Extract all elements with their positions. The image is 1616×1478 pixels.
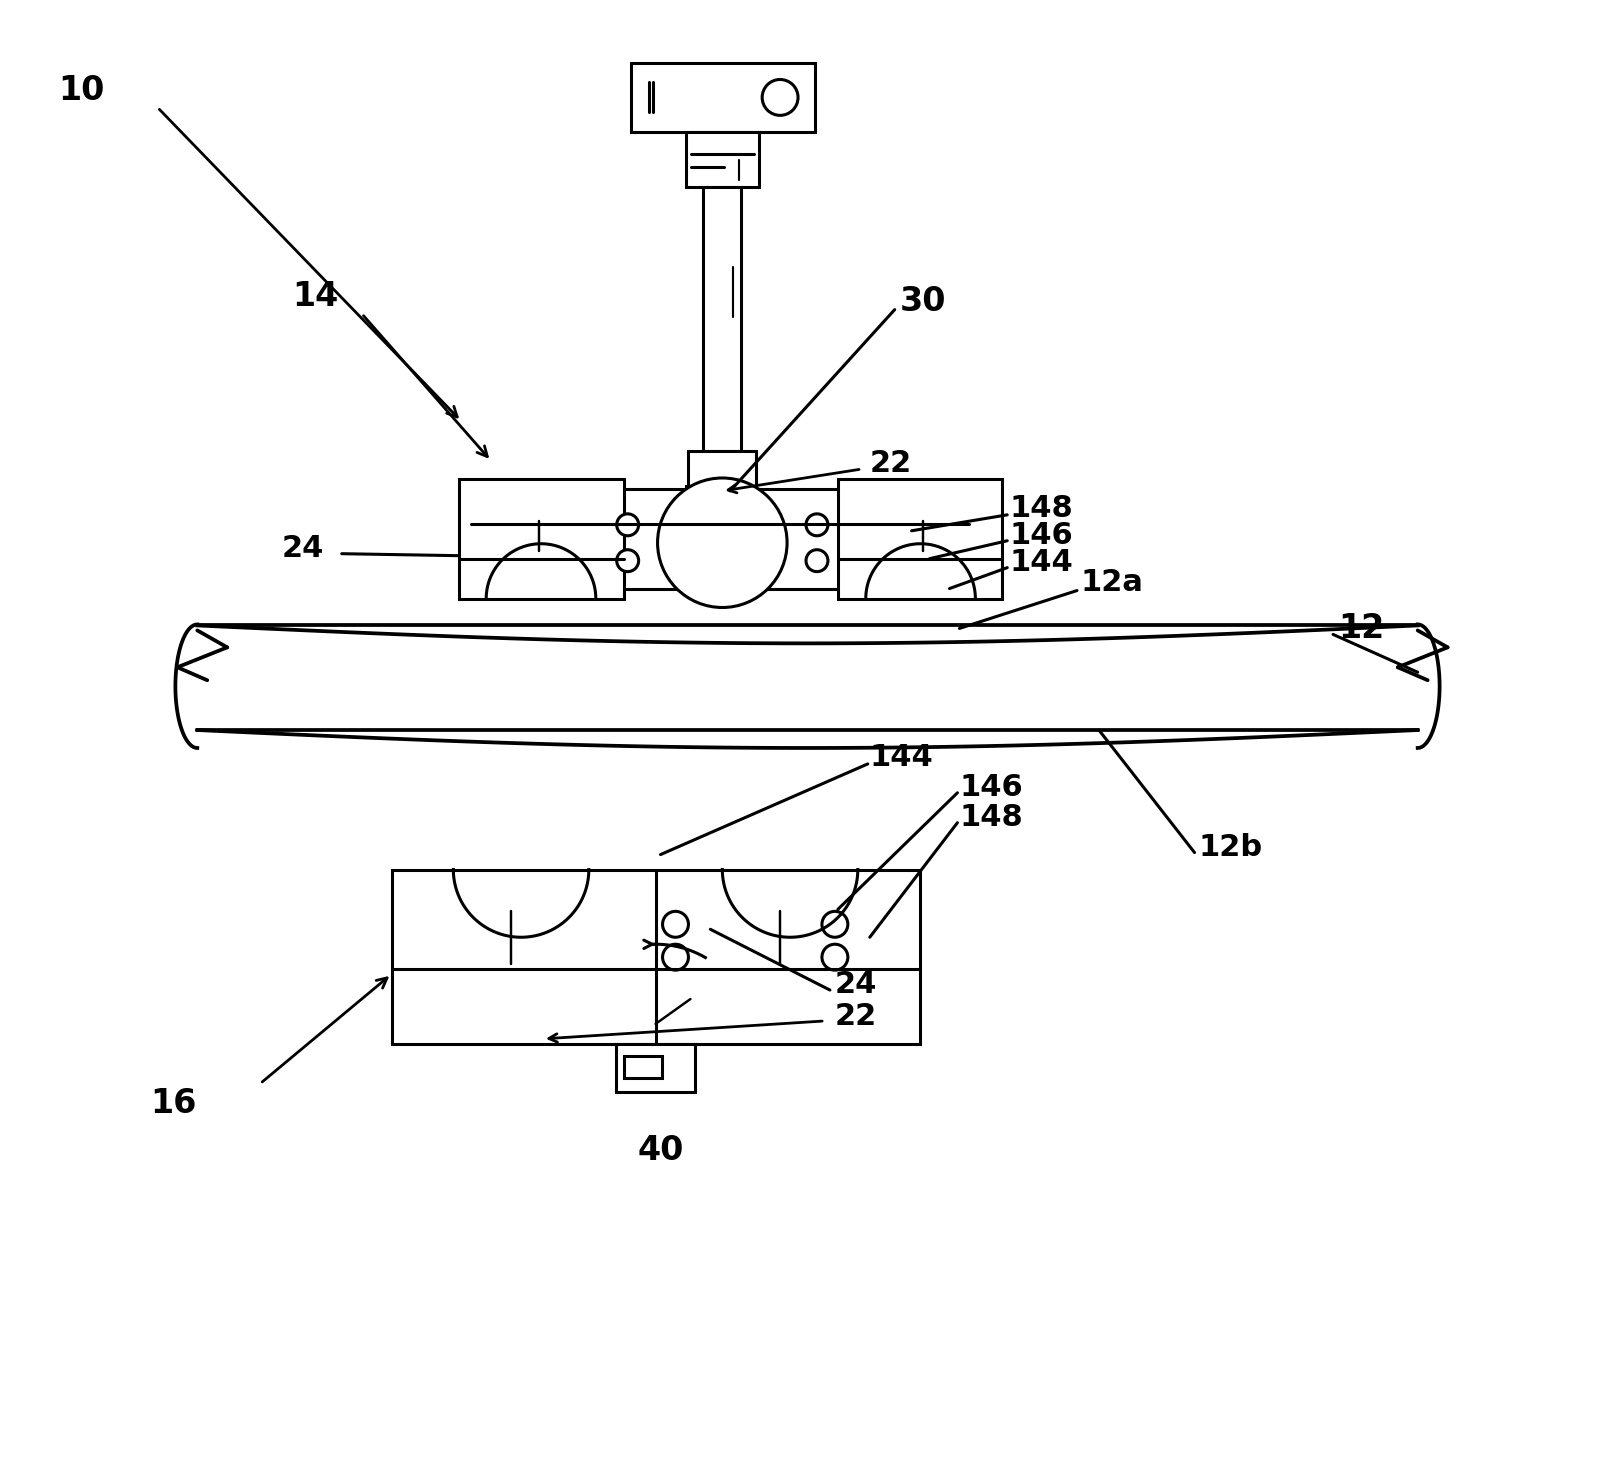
Circle shape: [806, 514, 827, 535]
Text: 148: 148: [1010, 494, 1073, 523]
Text: 12a: 12a: [1081, 568, 1144, 597]
Circle shape: [663, 912, 688, 937]
Bar: [688, 451, 756, 486]
Circle shape: [658, 477, 787, 607]
Text: 12: 12: [1338, 612, 1385, 644]
Circle shape: [617, 514, 638, 535]
Text: 30: 30: [900, 285, 945, 318]
Text: 16: 16: [150, 1088, 197, 1120]
Circle shape: [617, 550, 638, 572]
Bar: [624, 1055, 661, 1077]
Bar: [459, 479, 624, 599]
Text: 14: 14: [292, 281, 338, 313]
Circle shape: [823, 912, 848, 937]
Text: 22: 22: [869, 448, 911, 477]
Bar: [616, 1043, 695, 1092]
Circle shape: [806, 550, 827, 572]
Text: 24: 24: [835, 970, 877, 999]
Text: 146: 146: [1010, 522, 1073, 550]
Circle shape: [663, 944, 688, 970]
Bar: [837, 479, 1002, 599]
Text: 146: 146: [960, 773, 1023, 803]
Bar: [687, 486, 722, 517]
Bar: [687, 133, 760, 188]
Text: 10: 10: [58, 74, 103, 106]
Text: 40: 40: [637, 1134, 684, 1168]
Text: 22: 22: [835, 1002, 877, 1032]
Text: 144: 144: [869, 743, 934, 773]
Bar: [472, 489, 970, 588]
Text: 24: 24: [281, 534, 325, 563]
Bar: [391, 869, 920, 1043]
Bar: [703, 188, 742, 451]
Text: 12b: 12b: [1199, 834, 1262, 862]
Bar: [630, 62, 814, 133]
Circle shape: [763, 80, 798, 115]
Text: 144: 144: [1010, 548, 1073, 578]
Circle shape: [823, 944, 848, 970]
Text: 148: 148: [960, 803, 1023, 832]
